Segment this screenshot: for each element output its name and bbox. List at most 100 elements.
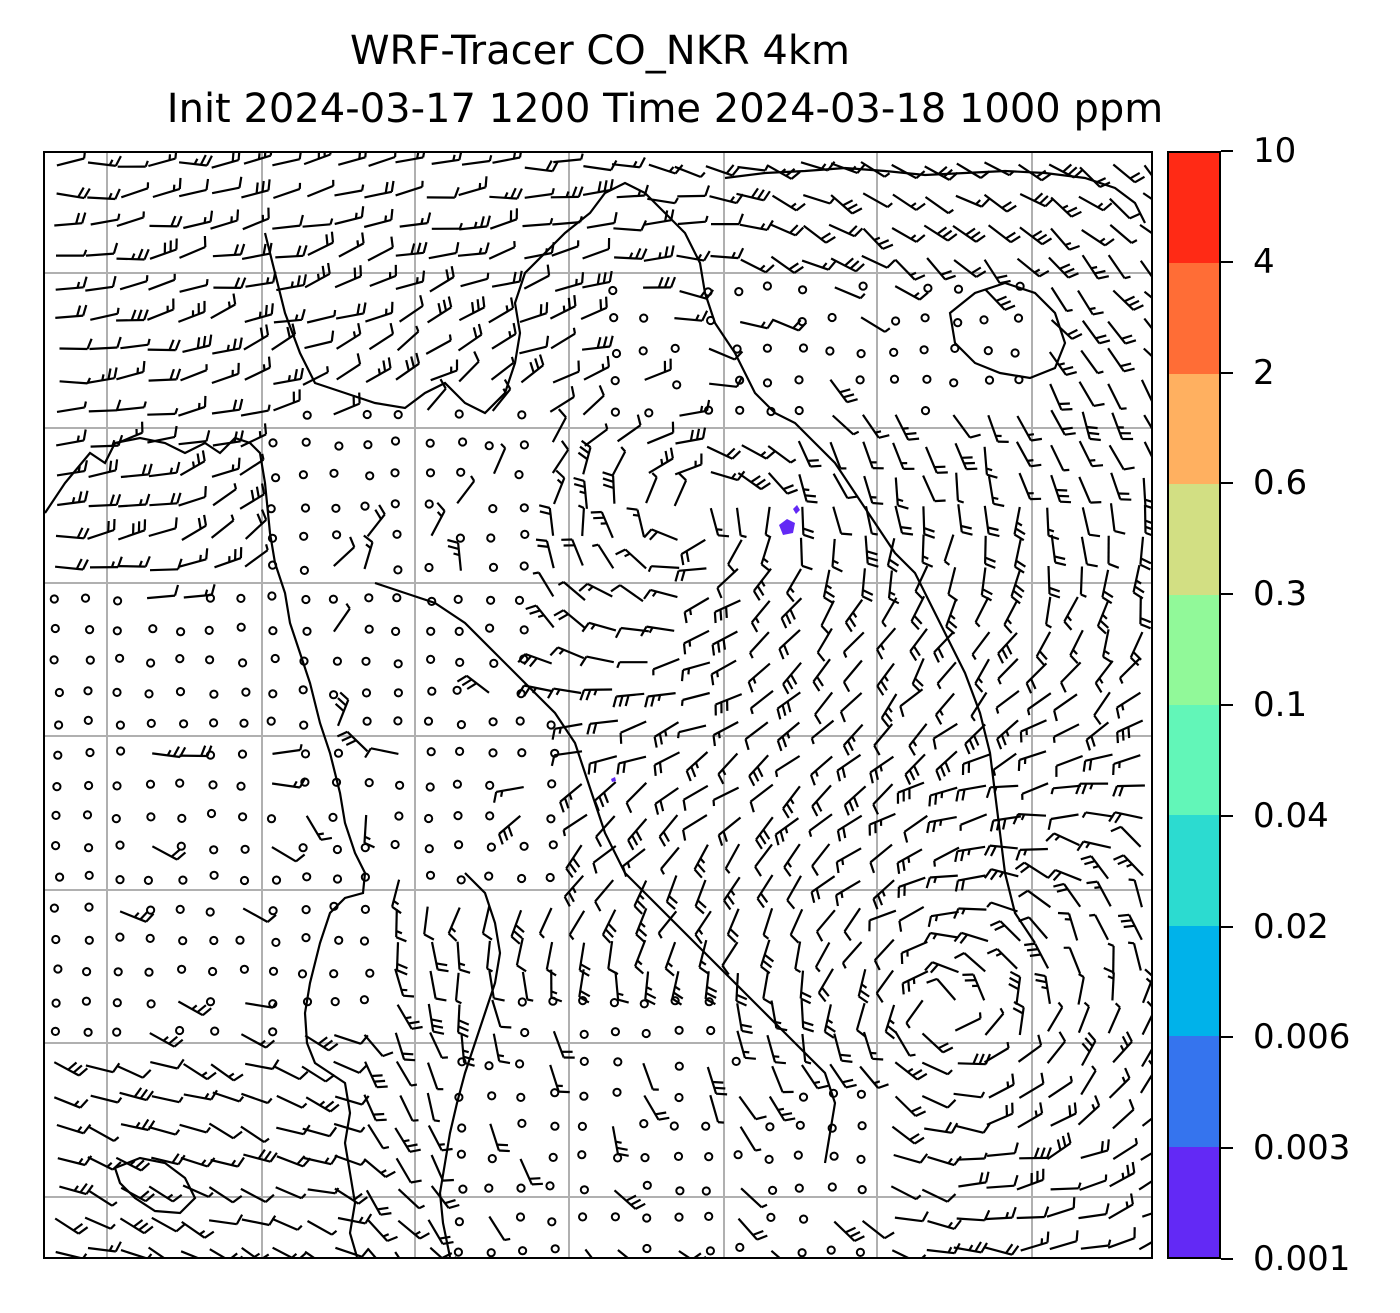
wind-barb-flag (300, 1193, 307, 1200)
calm-wind-marker (456, 720, 466, 730)
wind-barb-flag (352, 331, 357, 338)
wind-barb (1010, 569, 1025, 605)
wind-barb-flag (633, 905, 643, 915)
calm-wind-marker (547, 1217, 557, 1227)
wind-barb (491, 270, 523, 288)
wind-barb-flag (990, 845, 997, 857)
wind-barb-flag (905, 1022, 911, 1029)
wind-barb-shaft (709, 382, 738, 388)
wind-barb-flag (918, 291, 929, 301)
wind-barb (243, 153, 273, 165)
wind-barb (970, 691, 988, 722)
wind-barb (334, 206, 365, 226)
wind-barb-shaft (921, 1094, 949, 1109)
wind-barb-shaft (1081, 320, 1101, 344)
wind-barb-shaft (275, 254, 304, 259)
colorbar-tick-label: 0.02 (1253, 906, 1329, 947)
wind-barb (1050, 1182, 1082, 1191)
wind-barb-shaft (565, 844, 583, 870)
wind-barb-flag (549, 217, 554, 225)
wind-barb-shaft (627, 818, 648, 841)
wind-barb-flag (331, 1229, 338, 1236)
calm-wind-marker (144, 967, 154, 977)
calm-wind-marker (857, 1121, 867, 1131)
wind-barb-flag (547, 688, 555, 699)
wind-barb-flag (327, 262, 331, 274)
wind-barb (983, 161, 1015, 177)
wind-barb-flag (207, 1191, 214, 1198)
wind-barb-flag (1068, 1105, 1072, 1117)
wind-barb-flag (83, 460, 88, 472)
wind-barb-shaft (498, 815, 522, 835)
wind-barb-flag (671, 997, 683, 1006)
wind-barb (607, 940, 619, 976)
wind-barb (857, 968, 870, 1004)
wind-barb (1112, 1137, 1138, 1161)
wind-barb-flag (660, 458, 664, 466)
wind-barb (927, 1155, 962, 1167)
wind-barb-shaft (1054, 868, 1082, 882)
colorbar-tick-label: 4 (1253, 241, 1275, 282)
wind-barb-flag (390, 208, 394, 221)
wind-barb-shaft (808, 813, 833, 832)
wind-barb-shaft (304, 1250, 315, 1257)
wind-barb-shaft (1093, 691, 1111, 717)
wind-barb-flag (448, 334, 452, 341)
wind-barb (770, 255, 804, 274)
wind-barb (180, 1156, 216, 1168)
wind-barb-flag (1118, 677, 1124, 684)
wind-barb-flag (1144, 968, 1151, 977)
wind-barb-shaft (179, 460, 206, 477)
wind-barb-shaft (891, 227, 917, 243)
calm-wind-marker (639, 313, 649, 323)
wind-barb-shaft (892, 442, 905, 470)
wind-barb-shaft (958, 784, 987, 792)
wind-barb-shaft (614, 256, 643, 260)
wind-barb-flag (986, 473, 998, 479)
wind-barb-shaft (489, 1123, 500, 1151)
wind-barb-shaft (338, 242, 365, 258)
wind-barb-flag (1005, 231, 1016, 240)
wind-barb-shaft (583, 480, 588, 509)
calm-wind-marker (83, 715, 93, 726)
calm-wind-marker (148, 624, 158, 634)
wind-barb-flag (1089, 459, 1096, 462)
wind-barb-flag (899, 705, 905, 718)
wind-barb-shaft (833, 1033, 843, 1061)
wind-barb-shaft (582, 394, 605, 416)
wind-barb-flag (970, 715, 976, 722)
wind-barb (243, 1148, 278, 1163)
wind-barb-shaft (739, 320, 768, 330)
wind-barb (120, 338, 151, 350)
wind-barb (613, 220, 647, 232)
wind-barb-shaft (1021, 782, 1049, 795)
calm-wind-marker (488, 717, 498, 727)
wind-barb-shaft (87, 196, 116, 201)
wind-barb-shaft (986, 1184, 1015, 1189)
wind-barb (458, 296, 486, 322)
wind-barb (685, 751, 709, 782)
calm-wind-marker (146, 905, 156, 915)
wind-barb-flag (616, 661, 621, 669)
wind-barb-flag (404, 1058, 416, 1062)
wind-barb-shaft (1046, 1040, 1066, 1064)
wind-barb (643, 588, 678, 600)
wind-barb-shaft (1107, 254, 1126, 279)
wind-barb-flag (985, 786, 992, 799)
wind-barb (615, 548, 647, 570)
wind-barb (365, 301, 394, 323)
wind-barb-shaft (151, 1095, 180, 1104)
calm-wind-marker (922, 374, 932, 384)
wind-barb (1017, 889, 1052, 909)
wind-barb-flag (1015, 849, 1022, 861)
wind-barb (456, 674, 490, 694)
wind-barb (610, 584, 644, 603)
wind-barb (584, 1248, 593, 1257)
wind-barb-flag (978, 1012, 982, 1019)
wind-barb-flag (786, 732, 791, 739)
wind-barb (552, 1030, 575, 1059)
calm-wind-marker (765, 1122, 775, 1132)
wind-barb-flag (699, 857, 706, 864)
wind-barb-flag (982, 1123, 991, 1134)
wind-barb (834, 286, 866, 300)
